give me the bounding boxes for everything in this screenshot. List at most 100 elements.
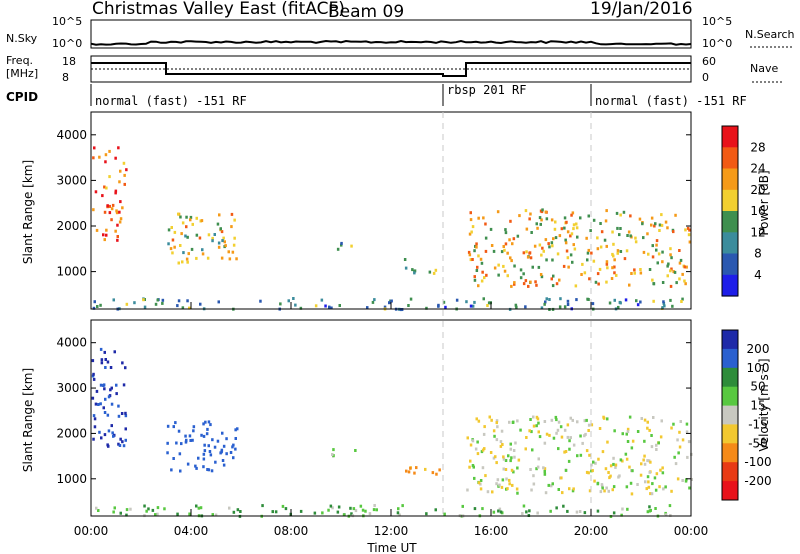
colorbar-swatch xyxy=(722,253,738,276)
heatmap-cell xyxy=(519,276,523,280)
heatmap-cell xyxy=(593,479,596,483)
heatmap-cell xyxy=(228,506,231,510)
heatmap-cell xyxy=(609,464,613,468)
heatmap-cell xyxy=(536,511,539,515)
heatmap-cell xyxy=(119,217,123,221)
heatmap-cell xyxy=(99,347,103,351)
heatmap-cell xyxy=(585,236,588,240)
heatmap-cell xyxy=(465,300,468,304)
heatmap-cell xyxy=(556,252,560,256)
heatmap-cell xyxy=(592,218,596,222)
heatmap-cell xyxy=(191,438,194,442)
date-label: 19/Jan/2016 xyxy=(590,0,693,19)
heatmap-cell xyxy=(650,223,653,227)
heatmap-cell xyxy=(651,278,654,282)
heatmap-cell xyxy=(203,449,207,453)
heatmap-cell xyxy=(613,271,616,275)
heatmap-cell xyxy=(114,189,118,193)
heatmap-cell xyxy=(147,507,150,511)
heatmap-cell xyxy=(670,426,673,430)
heatmap-cell xyxy=(572,243,575,247)
heatmap-cell xyxy=(98,430,101,434)
heatmap-cell xyxy=(469,218,473,222)
velocity-heatmap xyxy=(91,347,693,518)
heatmap-cell xyxy=(538,216,542,220)
colorbar-swatch xyxy=(722,367,738,388)
heatmap-cell xyxy=(569,253,573,257)
heatmap-cell xyxy=(613,258,616,262)
heatmap-cell xyxy=(655,472,659,476)
heatmap-cell xyxy=(294,303,297,307)
heatmap-cell xyxy=(468,232,472,236)
heatmap-cell xyxy=(540,218,543,222)
heatmap-cell xyxy=(524,305,527,309)
heatmap-cell xyxy=(558,234,562,238)
heatmap-cell xyxy=(660,223,664,227)
colorbar-tick-label: 8 xyxy=(754,247,762,261)
heatmap-cell xyxy=(544,300,547,304)
heatmap-cell xyxy=(645,487,648,491)
heatmap-cell xyxy=(209,423,212,427)
heatmap-cell xyxy=(117,404,120,408)
heatmap-cell xyxy=(571,489,575,493)
heatmap-cell xyxy=(505,477,508,481)
heatmap-cell xyxy=(236,508,240,512)
heatmap-cell xyxy=(468,465,471,469)
heatmap-cell xyxy=(511,242,514,246)
heatmap-cell xyxy=(181,306,185,310)
heatmap-cell xyxy=(529,468,532,471)
heatmap-cell xyxy=(667,262,670,266)
heatmap-cell xyxy=(616,226,619,230)
heatmap-cell xyxy=(549,509,552,513)
heatmap-cell xyxy=(444,305,447,309)
x-axis-ticks: 00:00 04:00 08:00 12:00 16:00 20:00 00:00 xyxy=(74,302,708,538)
heatmap-cell xyxy=(206,427,209,431)
heatmap-cell xyxy=(224,244,227,248)
heatmap-cell xyxy=(596,482,599,486)
heatmap-cell xyxy=(543,420,547,423)
heatmap-cell xyxy=(492,456,496,460)
heatmap-cell xyxy=(473,278,477,282)
heatmap-cell xyxy=(565,220,568,224)
velocity-colorbar-label: Velocity [m s⁻¹] xyxy=(757,358,771,451)
heatmap-cell xyxy=(612,511,616,515)
heatmap-cell xyxy=(407,470,411,474)
colorbar-tick-label: 50 xyxy=(750,380,765,394)
heatmap-cell xyxy=(489,227,493,231)
heatmap-cell xyxy=(631,439,635,443)
heatmap-cell xyxy=(512,420,515,424)
heatmap-cell xyxy=(621,459,624,463)
heatmap-cell xyxy=(124,366,127,370)
heatmap-cell xyxy=(565,249,569,253)
heatmap-cell xyxy=(619,213,622,217)
heatmap-cell xyxy=(373,298,376,302)
heatmap-cell xyxy=(261,504,264,508)
heatmap-cell xyxy=(684,228,687,232)
heatmap-cell xyxy=(124,411,127,415)
heatmap-cell xyxy=(509,219,512,223)
heatmap-cell xyxy=(338,304,341,307)
heatmap-cell xyxy=(581,441,584,445)
heatmap-cell xyxy=(550,277,553,281)
heatmap-cell xyxy=(375,508,378,512)
heatmap-cell xyxy=(117,146,120,150)
heatmap-cell xyxy=(674,213,677,217)
heatmap-cell xyxy=(495,419,499,423)
heatmap-cell xyxy=(202,434,206,438)
heatmap-cell xyxy=(499,510,503,514)
heatmap-cell xyxy=(555,418,558,422)
heatmap-cell xyxy=(650,216,654,220)
heatmap-cell xyxy=(97,403,100,406)
heatmap-cell xyxy=(541,208,544,212)
heatmap-cell xyxy=(618,474,621,478)
heatmap-cell xyxy=(535,424,538,428)
heatmap-cell xyxy=(663,304,666,308)
heatmap-cell xyxy=(471,439,475,443)
heatmap-cell xyxy=(111,431,114,435)
heatmap-cell xyxy=(673,455,676,459)
heatmap-cell xyxy=(206,468,209,471)
power-colorbar: 28 24 20 16 12 8 4 xyxy=(721,125,766,297)
heatmap-cell xyxy=(611,230,614,234)
heatmap-cell xyxy=(528,251,531,255)
heatmap-cell xyxy=(591,302,595,306)
